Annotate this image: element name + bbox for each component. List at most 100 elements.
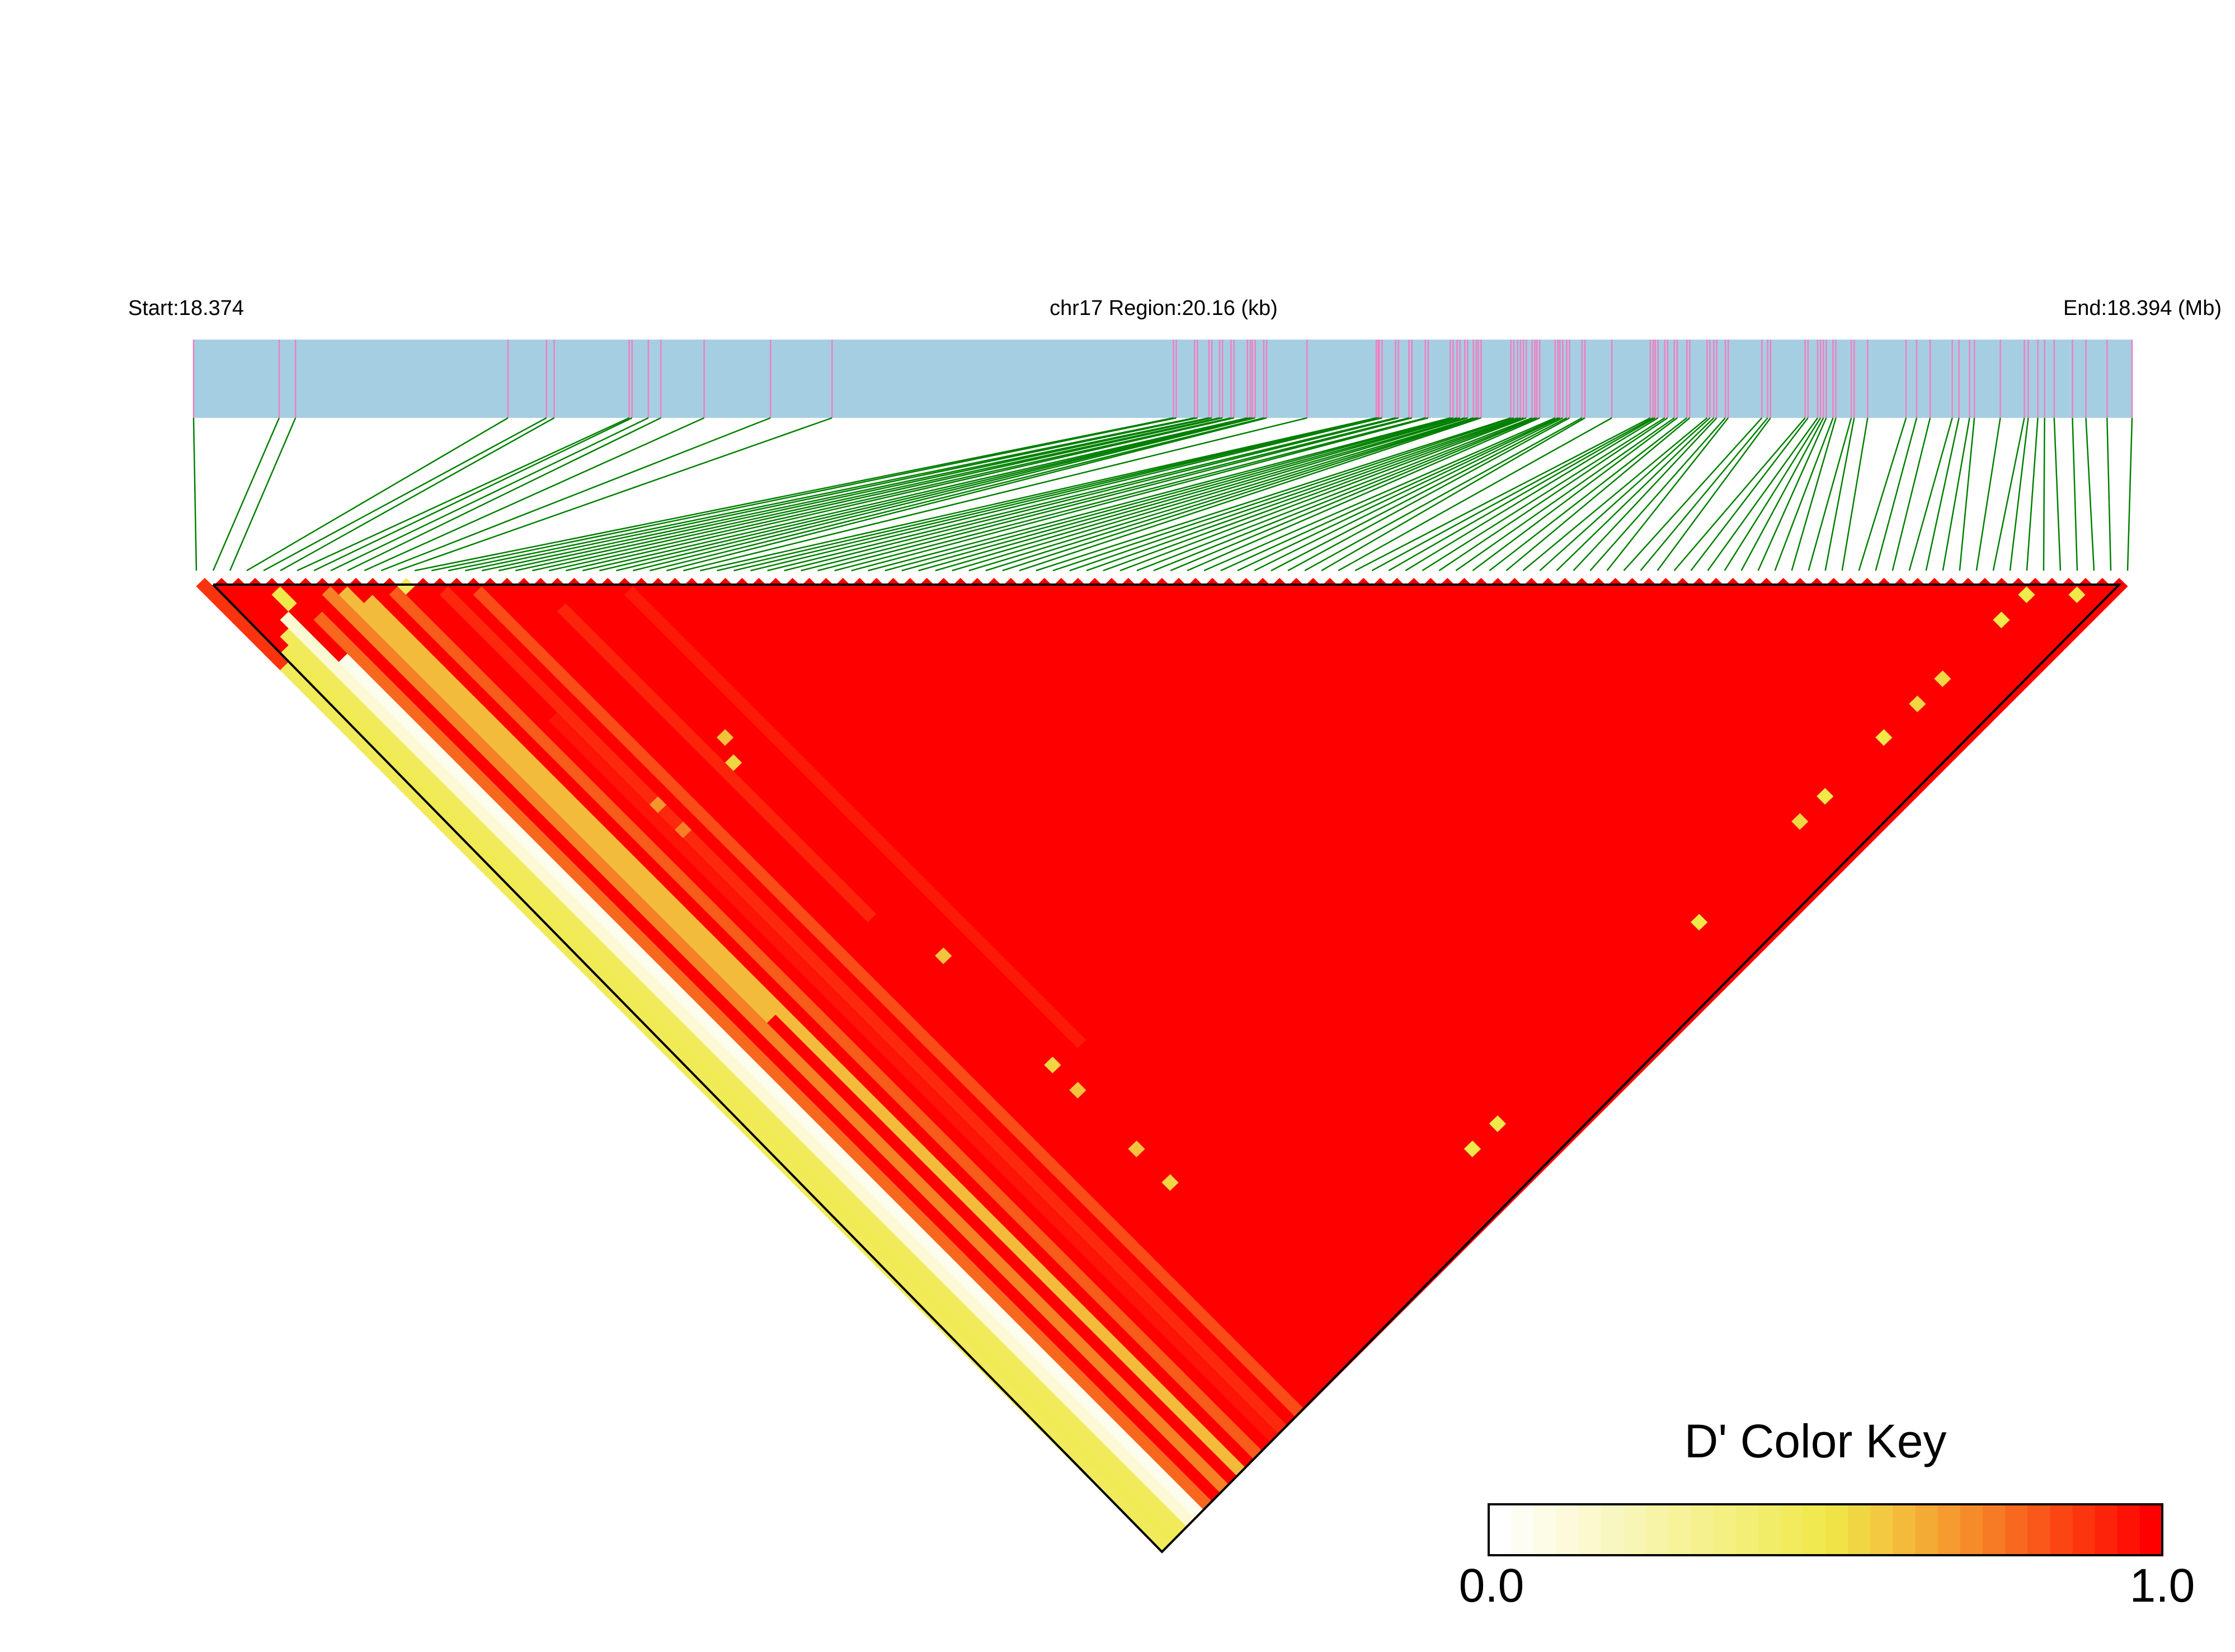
- ld-cell: [297, 577, 314, 595]
- ld-cell: [666, 577, 684, 595]
- snp-connector-line: [566, 417, 1234, 572]
- ld-cell: [817, 577, 835, 595]
- ld-cell: [481, 577, 499, 595]
- snp-connector-line: [1086, 417, 1521, 572]
- snp-connector-line: [1573, 417, 1718, 571]
- ld-cell: [683, 577, 701, 595]
- snp-connector-line: [918, 417, 1460, 572]
- ld-cell: [548, 577, 566, 595]
- snp-connector-line: [1925, 417, 1960, 571]
- snp-connector-line: [1472, 417, 1678, 572]
- ld-cell: [952, 577, 970, 595]
- snp-connector-line: [2085, 417, 2095, 571]
- ld-cell: [498, 577, 516, 595]
- snp-connector-line: [1271, 417, 1567, 572]
- snp-connector-line: [2043, 417, 2045, 571]
- snp-position-ticks: [192, 340, 2133, 418]
- snp-connector-line: [1875, 417, 1918, 571]
- snp-connector-line: [263, 417, 547, 572]
- snp-connector-line: [1975, 417, 2001, 571]
- snp-connector-line: [750, 417, 1382, 572]
- ld-cell: [766, 577, 785, 595]
- snp-connector-line: [1237, 417, 1560, 572]
- snp-connector-line: [1153, 417, 1536, 572]
- snp-connector-line: [1103, 417, 1524, 572]
- ld-cell: [733, 577, 751, 595]
- ld-cell: [868, 577, 886, 595]
- snp-connector-line: [1774, 417, 1834, 571]
- snp-connector-line: [884, 417, 1453, 572]
- snp-connector-line: [784, 417, 1399, 572]
- snp-connector-line: [2106, 417, 2112, 571]
- snp-connector-line: [1505, 417, 1691, 571]
- snp-connector-line: [1170, 417, 1537, 572]
- ld-cell: [632, 577, 651, 595]
- ld-cell: [196, 577, 214, 595]
- ld-cell: [280, 577, 298, 595]
- snp-connector-line: [1371, 417, 1654, 572]
- snp-connector-line: [212, 417, 280, 571]
- snp-connector-line: [380, 417, 771, 572]
- snp-connector-line: [666, 417, 1267, 572]
- snp-connector-line: [1304, 417, 1583, 572]
- snp-connector-line: [633, 417, 1255, 572]
- snp-connector-line: [851, 417, 1429, 572]
- snp-connector-line: [1740, 417, 1824, 571]
- start-label: Start:18.374: [128, 296, 244, 320]
- ld-cell: [1069, 577, 1087, 595]
- snp-connector-line: [683, 417, 1307, 572]
- snp-connector-line: [1354, 417, 1651, 572]
- snp-connector-line: [280, 417, 555, 572]
- ld-cell: [784, 577, 802, 595]
- ld-cell: [1086, 577, 1104, 595]
- snp-connector-line: [1690, 417, 1809, 571]
- region-label: chr17 Region:20.16 (kb): [1050, 296, 1278, 320]
- snp-connector-line: [935, 417, 1465, 572]
- snp-connector-line: [1623, 417, 1763, 571]
- ld-cell: [901, 577, 919, 595]
- snp-connector-line: [650, 417, 1264, 572]
- snp-connector-line: [1422, 417, 1665, 572]
- snp-connector-line: [229, 417, 297, 571]
- ld-cell: [431, 577, 449, 595]
- snp-connector-line: [1287, 417, 1570, 572]
- snp-connector-line: [1707, 417, 1818, 571]
- ld-cell: [246, 577, 264, 595]
- snp-connector-line: [1405, 417, 1659, 572]
- snp-connector-line: [1841, 417, 1869, 571]
- snp-connector-line: [1992, 417, 2025, 571]
- snp-connector-line: [431, 417, 1177, 572]
- snp-connector-line: [414, 417, 1174, 572]
- ld-cells: [196, 577, 2128, 1552]
- snp-connector-line: [2126, 417, 2133, 571]
- ld-cell: [699, 577, 718, 595]
- snp-connector-line: [868, 417, 1451, 572]
- snp-connector-line: [985, 417, 1477, 572]
- ld-cell: [364, 577, 382, 595]
- ld-cell: [935, 577, 953, 595]
- snp-connector-line: [582, 417, 1248, 572]
- snp-connector-line: [1556, 417, 1715, 571]
- ld-cell: [1052, 577, 1070, 595]
- snp-connector-line: [1959, 417, 1975, 571]
- snp-connector-line: [801, 417, 1409, 572]
- snp-connector-line: [1136, 417, 1532, 572]
- ld-cell: [649, 577, 667, 595]
- snp-connector-line: [1539, 417, 1711, 571]
- snp-connector-line: [1388, 417, 1656, 572]
- snp-connector-line: [1757, 417, 1827, 571]
- ld-cell: [834, 577, 852, 595]
- snp-connector-line: [1203, 417, 1556, 572]
- snp-connector-line: [246, 417, 509, 572]
- ld-cell: [397, 577, 415, 595]
- snp-connector-line: [1891, 417, 1931, 571]
- snp-connector-line: [2009, 417, 2029, 571]
- snp-connector-line: [1036, 417, 1512, 572]
- snp-connector-line: [834, 417, 1426, 572]
- snp-connector-line: [700, 417, 1377, 572]
- snp-connector-line: [515, 417, 1220, 572]
- snp-connector-line: [1321, 417, 1585, 572]
- snp-connector-line: [1019, 417, 1481, 572]
- snp-connector-line: [1119, 417, 1527, 572]
- snp-connector-line: [192, 417, 197, 571]
